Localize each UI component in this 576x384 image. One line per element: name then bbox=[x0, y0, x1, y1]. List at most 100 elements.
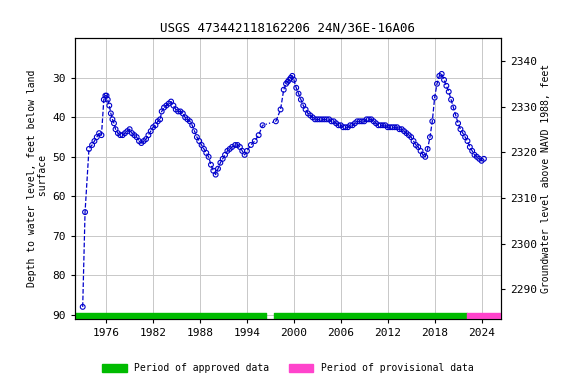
Point bbox=[118, 132, 127, 138]
Point bbox=[442, 83, 451, 89]
Point bbox=[362, 116, 371, 122]
Point bbox=[329, 118, 338, 124]
Point bbox=[308, 114, 317, 121]
Point bbox=[374, 122, 383, 128]
Point bbox=[332, 120, 341, 126]
Point bbox=[400, 128, 409, 134]
Point bbox=[258, 122, 267, 128]
Point bbox=[81, 209, 90, 215]
Point bbox=[404, 132, 414, 138]
Point bbox=[233, 142, 242, 148]
Point bbox=[120, 130, 130, 136]
Point bbox=[357, 118, 366, 124]
Point bbox=[238, 148, 247, 154]
Point bbox=[310, 116, 320, 122]
Point bbox=[367, 116, 376, 122]
Point bbox=[209, 167, 218, 174]
Point bbox=[123, 128, 132, 134]
Point bbox=[385, 124, 395, 130]
Point bbox=[411, 142, 420, 148]
Point bbox=[125, 126, 134, 132]
Point bbox=[105, 103, 114, 109]
Point bbox=[465, 144, 475, 150]
Point bbox=[162, 103, 171, 109]
Point bbox=[178, 110, 187, 116]
Point bbox=[88, 142, 97, 148]
Point bbox=[451, 112, 460, 118]
Point bbox=[372, 120, 381, 126]
Point bbox=[78, 304, 88, 310]
Point bbox=[392, 124, 401, 130]
Point bbox=[171, 106, 180, 113]
Point bbox=[282, 81, 291, 87]
Point bbox=[407, 134, 416, 140]
Point bbox=[108, 116, 117, 122]
Point bbox=[449, 104, 458, 111]
Point bbox=[395, 126, 404, 132]
Point bbox=[173, 108, 183, 114]
Point bbox=[216, 160, 225, 166]
Point bbox=[350, 120, 359, 126]
Point bbox=[456, 126, 465, 132]
Point bbox=[156, 116, 165, 122]
Point bbox=[291, 85, 301, 91]
Point bbox=[320, 116, 329, 122]
Point bbox=[439, 77, 449, 83]
Point bbox=[149, 124, 158, 130]
Point bbox=[348, 122, 357, 128]
Point bbox=[94, 130, 104, 136]
Point bbox=[199, 146, 209, 152]
Point bbox=[230, 142, 240, 148]
Point bbox=[137, 140, 146, 146]
Point bbox=[397, 126, 407, 132]
Point bbox=[428, 118, 437, 124]
Point bbox=[157, 108, 166, 114]
Point bbox=[180, 114, 190, 121]
Point bbox=[190, 128, 199, 134]
Point bbox=[416, 148, 425, 154]
Point bbox=[151, 122, 160, 128]
Point bbox=[353, 118, 362, 124]
Point bbox=[420, 154, 430, 160]
Point bbox=[301, 106, 310, 113]
Point bbox=[472, 154, 482, 160]
Point bbox=[206, 162, 215, 168]
Point bbox=[453, 120, 463, 126]
Point bbox=[211, 172, 220, 178]
Point bbox=[322, 116, 331, 122]
Point bbox=[130, 132, 139, 138]
Point bbox=[84, 146, 93, 152]
Point bbox=[378, 122, 388, 128]
Point bbox=[306, 112, 315, 118]
Point bbox=[343, 124, 353, 130]
Point bbox=[213, 166, 222, 172]
Point bbox=[176, 108, 185, 114]
Point bbox=[388, 124, 397, 130]
Point bbox=[97, 132, 106, 138]
Point bbox=[99, 96, 108, 103]
Point bbox=[166, 99, 176, 105]
Legend: Period of approved data, Period of provisional data: Period of approved data, Period of provi… bbox=[98, 359, 478, 377]
Point bbox=[346, 122, 355, 128]
Point bbox=[250, 138, 259, 144]
Point bbox=[279, 87, 289, 93]
Point bbox=[103, 96, 112, 103]
Point bbox=[185, 118, 195, 124]
Point bbox=[218, 156, 228, 162]
Point bbox=[204, 154, 213, 160]
Point bbox=[336, 122, 346, 128]
Point bbox=[153, 118, 162, 124]
Point bbox=[235, 144, 244, 150]
Point bbox=[296, 96, 305, 103]
Point bbox=[418, 152, 427, 158]
Point bbox=[271, 118, 281, 124]
Point bbox=[359, 118, 369, 124]
Point bbox=[470, 152, 479, 158]
Y-axis label: Groundwater level above NAVD 1988, feet: Groundwater level above NAVD 1988, feet bbox=[541, 64, 551, 293]
Point bbox=[144, 132, 153, 138]
Point bbox=[289, 77, 298, 83]
Point bbox=[142, 136, 151, 142]
Point bbox=[283, 79, 292, 85]
Point bbox=[188, 122, 197, 128]
Point bbox=[298, 103, 308, 109]
